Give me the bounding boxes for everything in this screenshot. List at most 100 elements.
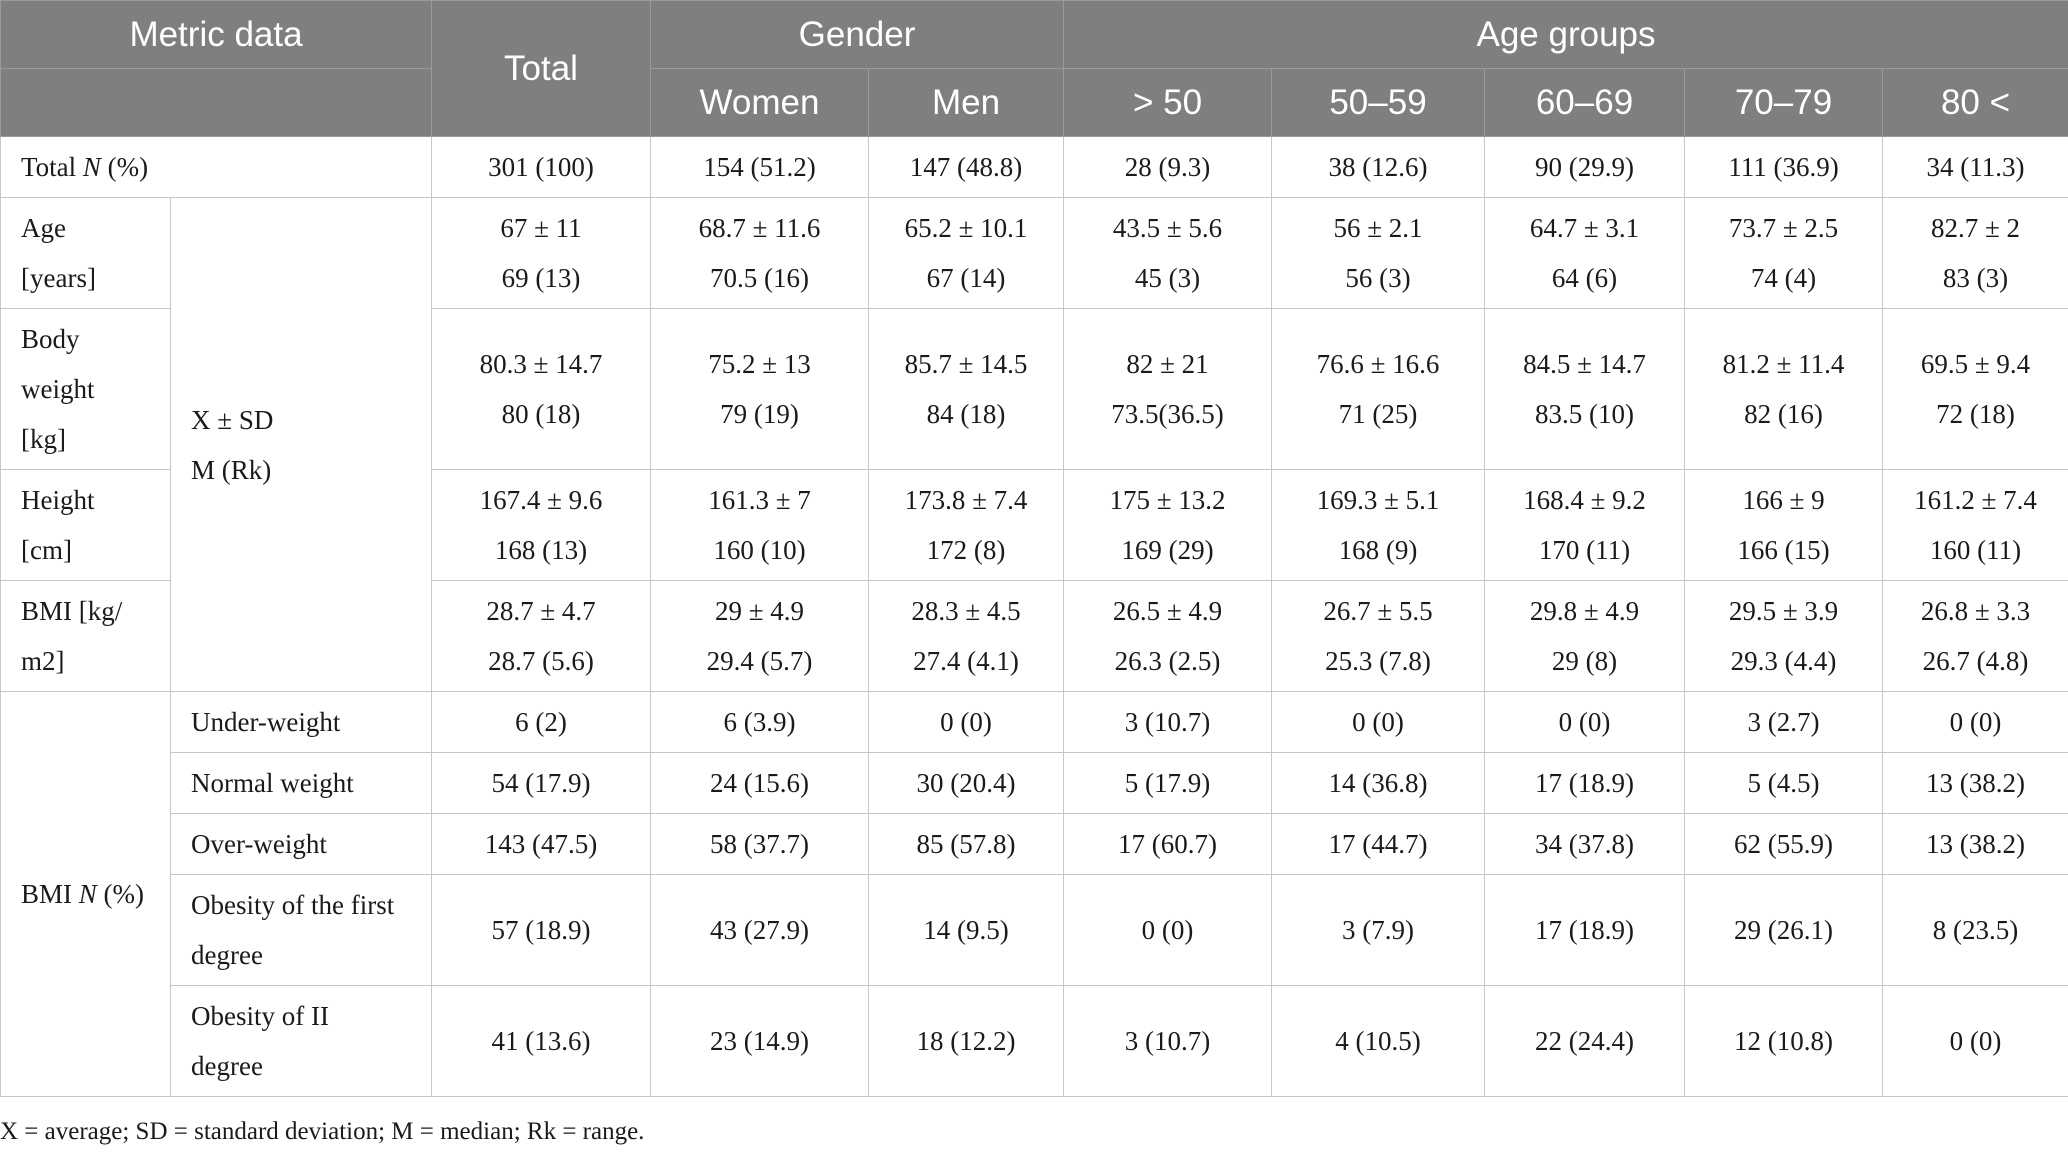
cell-age-60-69: 90 (29.9) (1484, 136, 1685, 198)
category-underweight: Under-weight (170, 691, 432, 753)
cell-age-60-69: 168.4 ± 9.2 170 (11) (1484, 469, 1685, 581)
cell-age-70-79: 3 (2.7) (1684, 691, 1883, 753)
cell-age-50-59: 56 ± 2.1 56 (3) (1271, 197, 1485, 309)
cell-total: 41 (13.6) (431, 985, 651, 1097)
stat-label: X ± SD M (Rk) (170, 197, 432, 692)
cell-men: 85 (57.8) (868, 813, 1064, 875)
cell-women: 43 (27.9) (650, 874, 869, 986)
cell-total: 80.3 ± 14.7 80 (18) (431, 308, 651, 470)
cell-age-under-50: 0 (0) (1063, 874, 1272, 986)
cell-age-60-69: 84.5 ± 14.7 83.5 (10) (1484, 308, 1685, 470)
cell-women: 75.2 ± 13 79 (19) (650, 308, 869, 470)
cell-age-over-80: 82.7 ± 2 83 (3) (1881, 197, 2068, 309)
cell-age-over-80: 0 (0) (1881, 985, 2068, 1097)
cell-men: 18 (12.2) (868, 985, 1064, 1097)
cell-women: 23 (14.9) (650, 985, 869, 1097)
header-row-1: Metric data Total Gender Age groups (0, 0, 2068, 137)
cell-age-under-50: 43.5 ± 5.6 45 (3) (1063, 197, 1272, 309)
cell-women: 58 (37.7) (650, 813, 869, 875)
row-total-n: Total N (%) 301 (100) 154 (51.2) 147 (48… (0, 136, 2068, 198)
cell-age-over-80: 13 (38.2) (1881, 813, 2068, 875)
row-label-body-weight: Body weight [kg] (0, 308, 171, 470)
category-obesity-first-degree: Obesity of the first degree (170, 874, 432, 986)
cell-total: 143 (47.5) (431, 813, 651, 875)
row-obesity-second-degree: Obesity of II degree 41 (13.6) 23 (14.9) … (1, 985, 2068, 1097)
row-normal-weight: Normal weight 54 (17.9) 24 (15.6) 30 (20… (1, 752, 2068, 814)
cell-age-50-59: 76.6 ± 16.6 71 (25) (1271, 308, 1485, 470)
cell-age-70-79: 62 (55.9) (1684, 813, 1883, 875)
row-bmi: BMI [kg/m2] 28.7 ± 4.7 28.7 (5.6) 29 ± 4.… (0, 580, 2068, 692)
cell-age-60-69: 29.8 ± 4.9 29 (8) (1484, 580, 1685, 692)
cell-age-70-79: 29.5 ± 3.9 29.3 (4.4) (1684, 580, 1883, 692)
cell-age-under-50: 3 (10.7) (1063, 985, 1272, 1097)
cell-men: 0 (0) (868, 691, 1064, 753)
cell-women: 161.3 ± 7 160 (10) (650, 469, 869, 581)
cell-age-60-69: 34 (37.8) (1484, 813, 1685, 875)
row-obesity-first-degree: Obesity of the first degree 57 (18.9) 43 … (1, 874, 2068, 986)
cell-age-over-80: 8 (23.5) (1881, 874, 2068, 986)
cell-age-under-50: 82 ± 21 73.5(36.5) (1063, 308, 1272, 470)
cell-men: 85.7 ± 14.5 84 (18) (868, 308, 1064, 470)
cell-age-over-80: 0 (0) (1881, 691, 2068, 753)
header-men: Men (868, 68, 1064, 137)
cell-total: 6 (2) (431, 691, 651, 753)
metric-table: Metric data Total Gender Age groups Wome… (0, 0, 2068, 1097)
cell-total: 67 ± 11 69 (13) (431, 197, 651, 309)
cell-men: 14 (9.5) (868, 874, 1064, 986)
row-overweight: Over-weight 143 (47.5) 58 (37.7) 85 (57.… (1, 813, 2068, 875)
cell-women: 29 ± 4.9 29.4 (5.7) (650, 580, 869, 692)
row-label-height: Height [cm] (0, 469, 171, 581)
cell-age-under-50: 5 (17.9) (1063, 752, 1272, 814)
cell-age-50-59: 4 (10.5) (1271, 985, 1485, 1097)
header-metric-data: Metric data (0, 0, 432, 69)
cell-total: 301 (100) (431, 136, 651, 198)
cell-age-over-80: 34 (11.3) (1881, 136, 2068, 198)
header-women: Women (650, 68, 869, 137)
cell-age-60-69: 17 (18.9) (1484, 752, 1685, 814)
cell-age-over-80: 69.5 ± 9.4 72 (18) (1881, 308, 2068, 470)
header-age-over-80: 80 < (1881, 68, 2068, 137)
category-obesity-second-degree: Obesity of II degree (170, 985, 432, 1097)
cell-age-50-59: 169.3 ± 5.1 168 (9) (1271, 469, 1485, 581)
row-body-weight: Body weight [kg] 80.3 ± 14.7 80 (18) 75.2 ±… (0, 308, 2068, 470)
cell-women: 68.7 ± 11.6 70.5 (16) (650, 197, 869, 309)
cell-women: 6 (3.9) (650, 691, 869, 753)
header-age-50-59: 50–59 (1271, 68, 1485, 137)
cell-women: 24 (15.6) (650, 752, 869, 814)
cell-age-70-79: 5 (4.5) (1684, 752, 1883, 814)
cell-age-60-69: 0 (0) (1484, 691, 1685, 753)
row-label-total-n: Total N (%) (0, 136, 432, 198)
cell-age-50-59: 17 (44.7) (1271, 813, 1485, 875)
cell-age-70-79: 12 (10.8) (1684, 985, 1883, 1097)
cell-age-70-79: 81.2 ± 11.4 82 (16) (1684, 308, 1883, 470)
row-label-bmi-n: BMI N (%) (0, 691, 171, 1097)
header-total: Total (431, 0, 651, 137)
category-overweight: Over-weight (170, 813, 432, 875)
row-underweight: BMI N (%) Under-weight 6 (2) 6 (3.9) 0 (… (0, 691, 2068, 1097)
cell-age-70-79: 166 ± 9 166 (15) (1684, 469, 1883, 581)
category-normal-weight: Normal weight (170, 752, 432, 814)
cell-age-50-59: 38 (12.6) (1271, 136, 1485, 198)
cell-age-under-50: 17 (60.7) (1063, 813, 1272, 875)
cell-age-70-79: 111 (36.9) (1684, 136, 1883, 198)
header-age-60-69: 60–69 (1484, 68, 1685, 137)
cell-men: 30 (20.4) (868, 752, 1064, 814)
cell-age-50-59: 14 (36.8) (1271, 752, 1485, 814)
header-gender: Gender (650, 0, 1064, 69)
cell-age-70-79: 29 (26.1) (1684, 874, 1883, 986)
cell-age-50-59: 0 (0) (1271, 691, 1485, 753)
cell-total: 54 (17.9) (431, 752, 651, 814)
row-label-bmi: BMI [kg/m2] (0, 580, 171, 692)
cell-age-over-80: 13 (38.2) (1881, 752, 2068, 814)
cell-total: 167.4 ± 9.6 168 (13) (431, 469, 651, 581)
header-age-under-50: > 50 (1063, 68, 1272, 137)
cell-men: 173.8 ± 7.4 172 (8) (868, 469, 1064, 581)
cell-age-50-59: 26.7 ± 5.5 25.3 (7.8) (1271, 580, 1485, 692)
header-row-2: Women Men > 50 50–59 60–69 70–79 80 < (0, 68, 2068, 137)
cell-age-under-50: 175 ± 13.2 169 (29) (1063, 469, 1272, 581)
table-wrapper: Metric data Total Gender Age groups Wome… (0, 0, 2068, 1097)
cell-age-60-69: 64.7 ± 3.1 64 (6) (1484, 197, 1685, 309)
cell-men: 147 (48.8) (868, 136, 1064, 198)
row-label-age: Age [years] (0, 197, 171, 309)
cell-age-over-80: 161.2 ± 7.4 160 (11) (1881, 469, 2068, 581)
